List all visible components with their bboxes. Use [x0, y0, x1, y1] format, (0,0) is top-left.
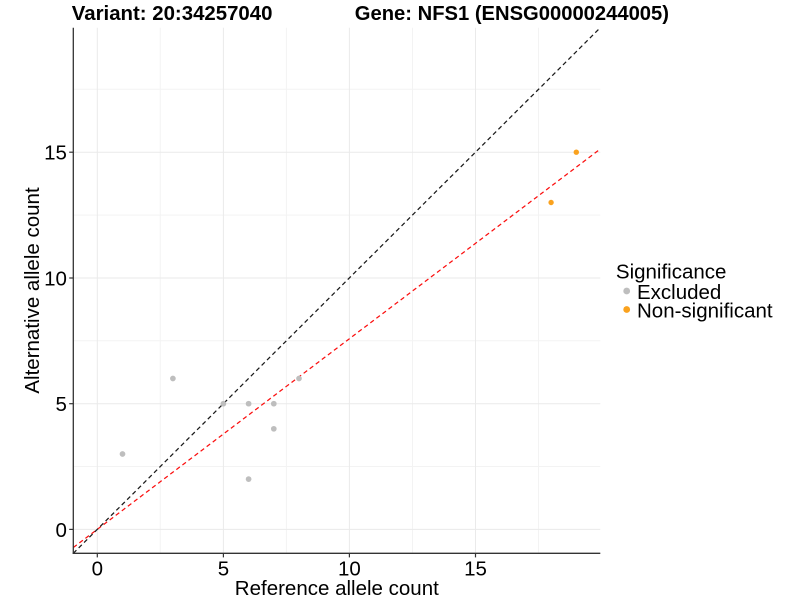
svg-text:15: 15 [44, 142, 67, 165]
svg-text:Non-significant: Non-significant [637, 299, 773, 322]
svg-text:Variant: 20:34257040: Variant: 20:34257040 [72, 3, 273, 25]
svg-text:5: 5 [55, 393, 66, 416]
svg-text:Reference allele count: Reference allele count [235, 577, 439, 600]
svg-text:Alternative allele count: Alternative allele count [21, 187, 44, 394]
svg-text:0: 0 [55, 519, 66, 542]
svg-text:Gene: NFS1 (ENSG00000244005): Gene: NFS1 (ENSG00000244005) [355, 3, 669, 25]
svg-text:10: 10 [44, 267, 67, 290]
svg-text:15: 15 [464, 558, 487, 581]
svg-text:10: 10 [338, 558, 361, 581]
svg-text:0: 0 [92, 558, 103, 581]
svg-text:Excluded: Excluded [637, 281, 721, 304]
svg-text:Significance: Significance [616, 261, 727, 284]
svg-text:5: 5 [218, 558, 229, 581]
